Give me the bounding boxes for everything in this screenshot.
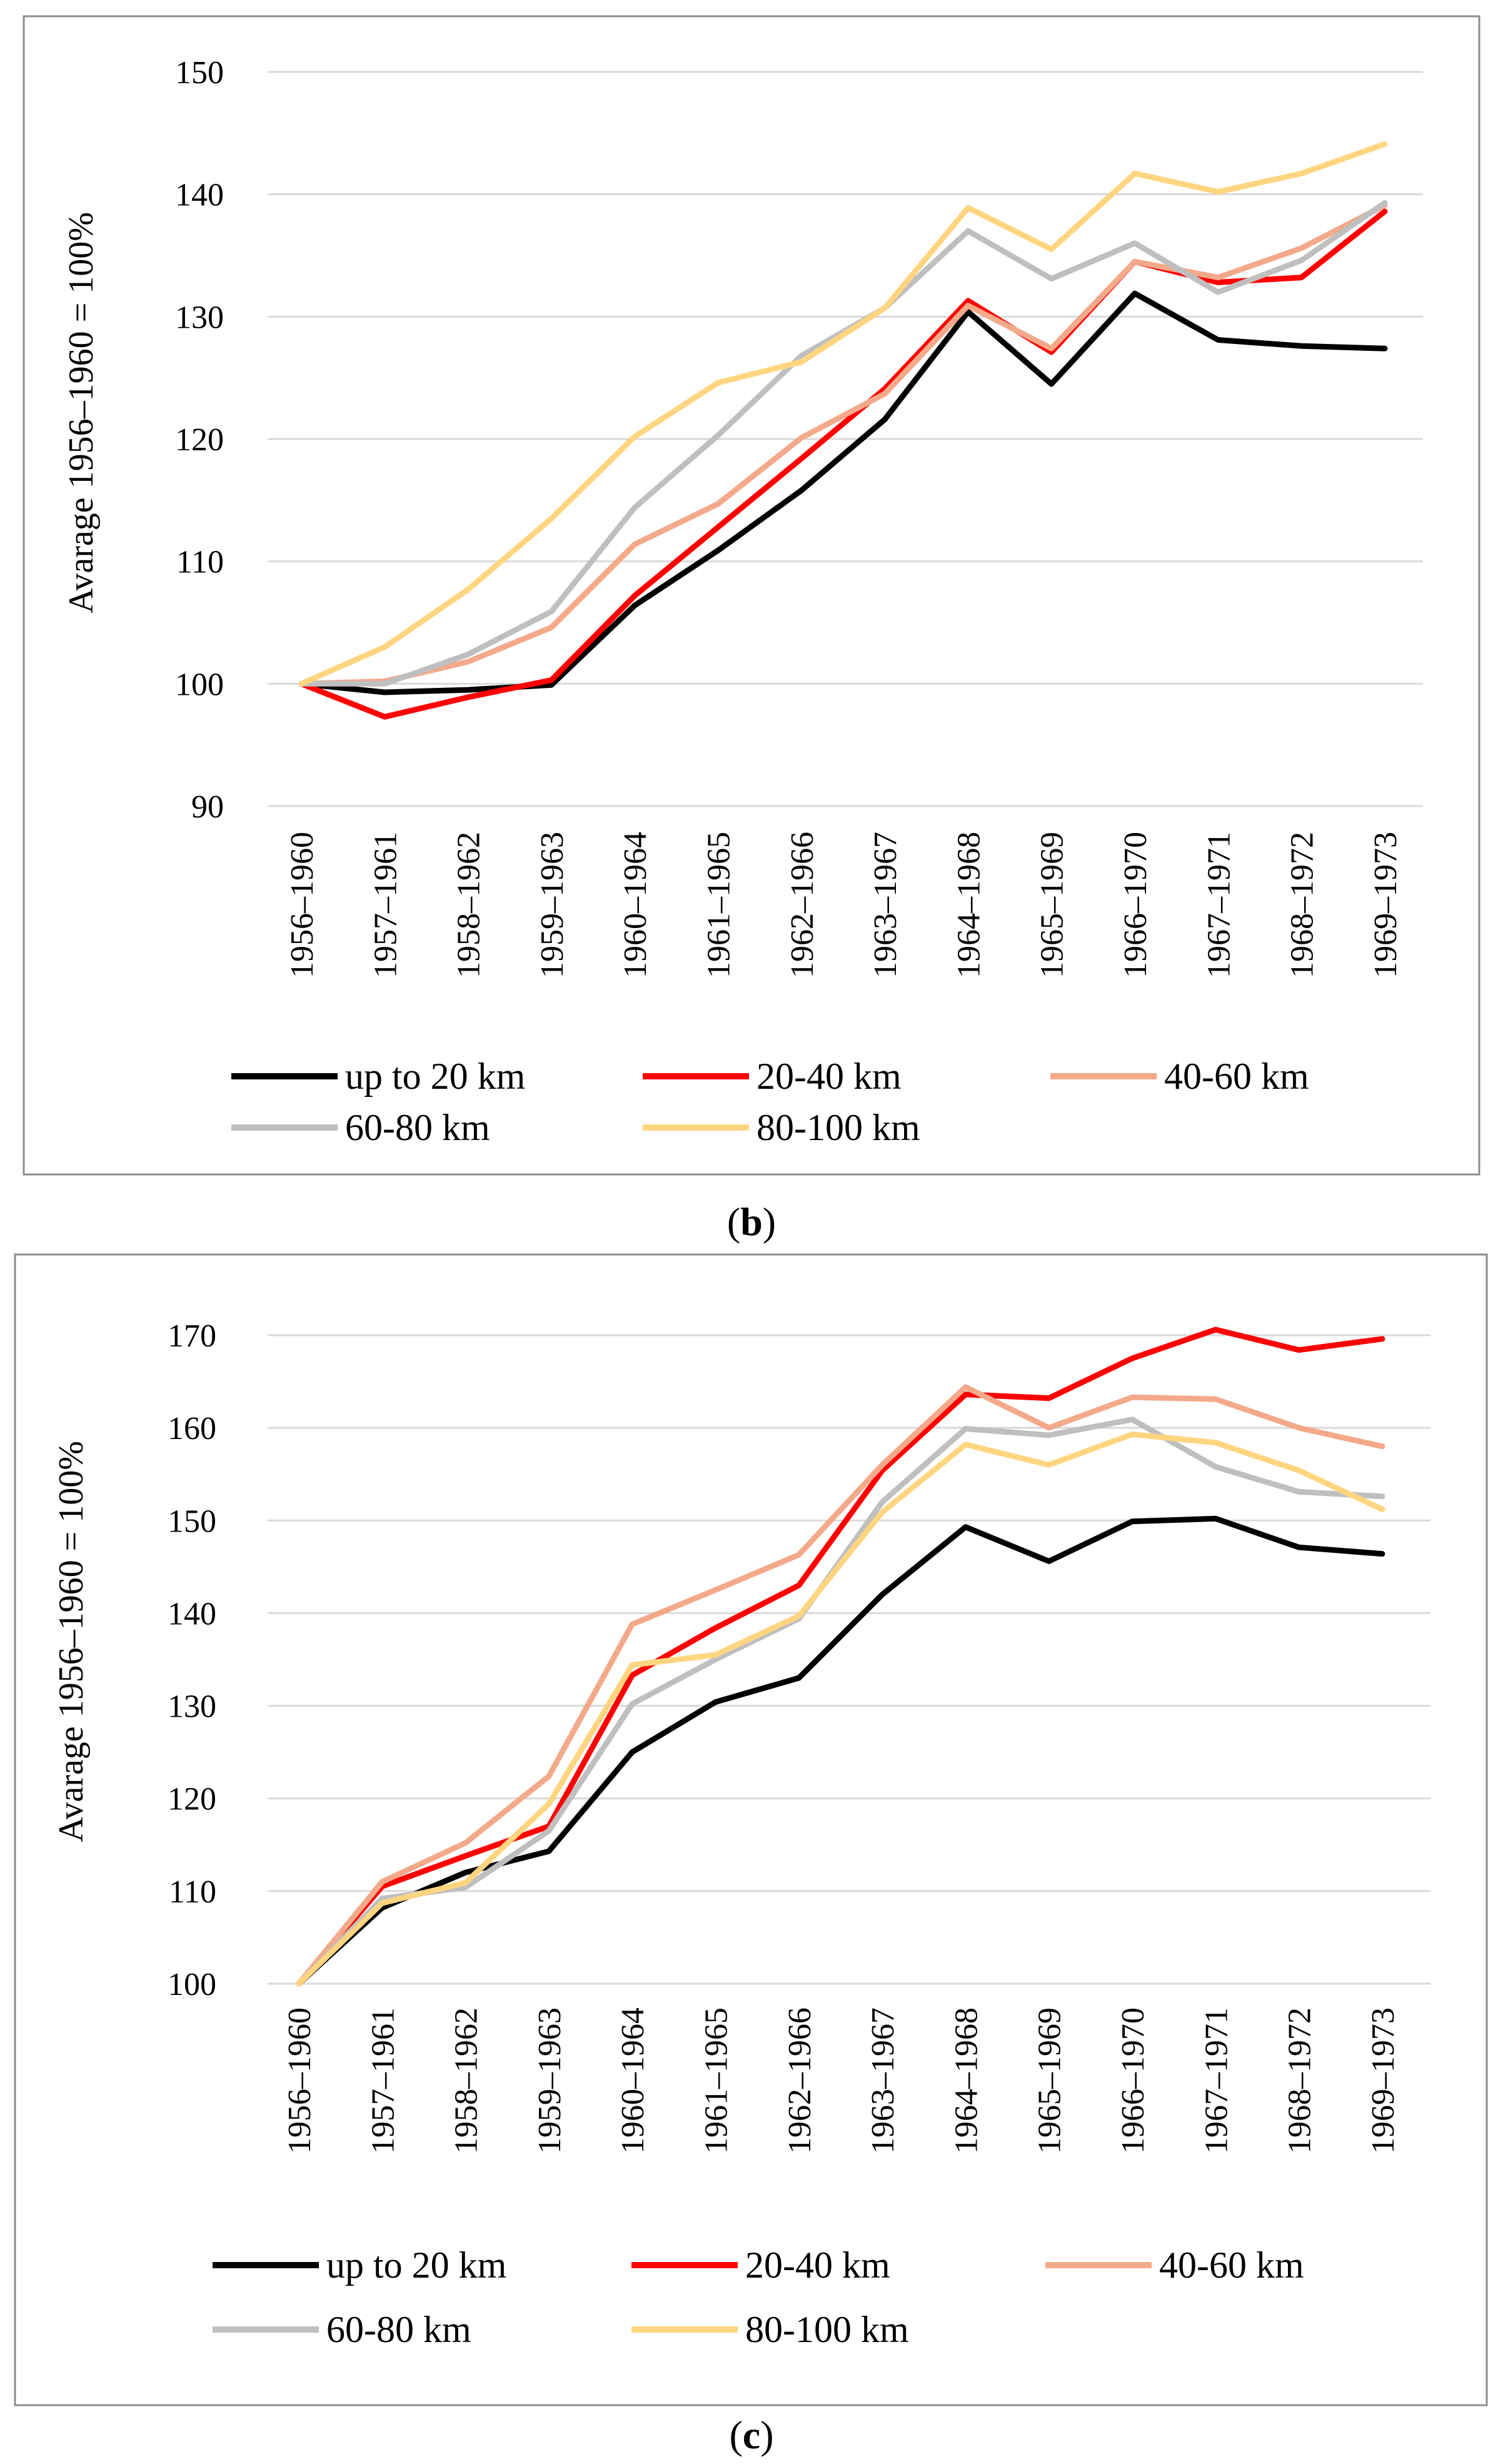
chart-c-legend-entry: 20-40 km: [631, 2244, 890, 2286]
chart-b-y-tick-labels: 90 100 110 120 130 140 150: [175, 55, 224, 825]
chart-b-y-tick-label: 120: [175, 422, 224, 458]
chart-b-legend: up to 20 km 20-40 km 40-60 km 60-80 km 80-10…: [231, 1056, 1309, 1148]
chart-b-legend-entry: up to 20 km: [231, 1056, 525, 1097]
chart-c-legend-entry: up to 20 km: [213, 2244, 506, 2286]
chart-c-x-tick-label: 1957–1961: [365, 2007, 401, 2154]
chart-b-x-tick-label: 1964–1968: [951, 832, 987, 978]
chart-c-y-axis-label: Avarage 1956–1960 = 100%: [52, 1441, 91, 1842]
chart-c-x-tick-label: 1958–1962: [449, 2007, 485, 2154]
chart-c-x-tick-label: 1956–1960: [282, 2007, 318, 2154]
chart-b-x-tick-label: 1959–1963: [535, 832, 570, 978]
chart-c-series-line-3: [296, 1384, 1385, 1987]
chart-c-x-tick-label: 1959–1963: [532, 2007, 568, 2154]
chart-c-x-tick-label: 1964–1968: [948, 2007, 984, 2154]
chart-b-x-tick-label: 1962–1966: [785, 832, 820, 978]
chart-c-x-tick-label: 1967–1971: [1199, 2007, 1234, 2154]
chart-b-legend-entry: 20-40 km: [643, 1056, 902, 1097]
chart-b-y-axis-label: Avarage 1956–1960 = 100%: [62, 212, 101, 613]
chart-c-y-tick-label: 130: [168, 1689, 216, 1725]
chart-b-legend-label: 40-60 km: [1164, 1056, 1309, 1097]
chart-b-series-line-2: [298, 208, 1388, 720]
chart-b-x-tick-label: 1957–1961: [368, 832, 403, 978]
chart-c-caption-letter: c: [743, 2413, 760, 2457]
chart-c-legend-label: up to 20 km: [326, 2244, 506, 2286]
chart-c-legend-entry: 40-60 km: [1045, 2244, 1304, 2286]
chart-b-legend-label: 60-80 km: [345, 1107, 490, 1148]
chart-b-y-tick-label: 150: [175, 55, 224, 91]
chart-b-x-tick-label: 1967–1971: [1201, 832, 1237, 978]
chart-b-x-tick-label: 1968–1972: [1285, 832, 1320, 978]
chart-c-y-tick-label: 140: [168, 1596, 216, 1632]
chart-c-series: [296, 1326, 1385, 1987]
chart-b-series-line-3: [298, 202, 1388, 687]
chart-b-x-tick-label: 1956–1960: [284, 832, 320, 978]
chart-b-x-tick-labels: 1956–1960 1957–1961 1958–1962 1959–1963 1960…: [284, 832, 1404, 978]
chart-c-y-tick-label: 120: [168, 1782, 216, 1817]
chart-c-x-tick-label: 1966–1970: [1115, 2007, 1151, 2154]
chart-b-y-tick-label: 110: [176, 545, 224, 580]
chart-c-series-line-5: [296, 1431, 1385, 1987]
chart-c-y-tick-label: 170: [168, 1318, 216, 1354]
chart-c-legend-entry: 60-80 km: [213, 2309, 471, 2350]
chart-b-caption-letter: b: [740, 1199, 763, 1244]
chart-b-legend-entry: 60-80 km: [231, 1107, 490, 1148]
chart-c-x-tick-label: 1965–1969: [1032, 2007, 1068, 2154]
chart-b-x-tick-label: 1966–1970: [1118, 832, 1154, 978]
chart-c-legend: up to 20 km 20-40 km 40-60 km 60-80 km 80-10…: [213, 2244, 1304, 2350]
chart-c-y-tick-label: 110: [169, 1874, 216, 1910]
chart-b-series-line-5: [298, 141, 1388, 687]
chart-b-x-tick-label: 1960–1964: [618, 832, 653, 978]
chart-c-y-tick-label: 100: [168, 1967, 216, 2002]
chart-b-frame: [23, 15, 1480, 1176]
chart-b-x-tick-label: 1969–1973: [1368, 832, 1404, 978]
chart-b-legend-label: up to 20 km: [345, 1056, 525, 1097]
chart-c-gridlines: [268, 1334, 1430, 1985]
chart-c-x-tick-label: 1962–1966: [782, 2007, 818, 2154]
chart-b-x-tick-label: 1965–1969: [1035, 832, 1070, 978]
chart-b-x-tick-label: 1961–1965: [701, 832, 737, 978]
chart-c-caption: (c): [729, 2413, 773, 2457]
chart-b-legend-label: 20-40 km: [757, 1056, 902, 1097]
chart-c-legend-entry: 80-100 km: [631, 2309, 909, 2350]
chart-c-frame: [14, 1253, 1488, 2406]
chart-c-legend-label: 80-100 km: [745, 2309, 909, 2350]
chart-c-x-tick-label: 1969–1973: [1365, 2007, 1401, 2154]
chart-b-y-tick-label: 130: [175, 300, 224, 335]
chart-b-gridlines: [268, 71, 1423, 807]
chart-c-legend-label: 60-80 km: [326, 2309, 471, 2350]
chart-b-caption: (b): [727, 1199, 776, 1244]
chart-c-y-tick-label: 150: [168, 1503, 216, 1539]
chart-b-y-tick-label: 90: [191, 789, 224, 825]
chart-c-x-tick-label: 1963–1967: [865, 2007, 901, 2154]
chart-b-y-tick-label: 100: [175, 667, 224, 702]
chart-c-y-tick-label: 160: [168, 1411, 216, 1447]
chart-b-x-tick-label: 1963–1967: [868, 832, 903, 978]
chart-b-legend-label: 80-100 km: [757, 1107, 920, 1148]
chart-c-x-tick-label: 1960–1964: [615, 2007, 651, 2154]
chart-b-series: [298, 141, 1388, 720]
chart-b-legend-entry: 40-60 km: [1050, 1056, 1309, 1097]
chart-c-series-line-2: [296, 1326, 1385, 1987]
chart-b-y-tick-label: 140: [175, 178, 224, 213]
chart-b-series-line-1: [298, 290, 1388, 695]
chart-c-y-tick-labels: 100 110 120 130 140 150 160 170: [168, 1318, 216, 2002]
chart-b-x-tick-label: 1958–1962: [451, 832, 487, 978]
chart-c-x-tick-label: 1968–1972: [1282, 2007, 1318, 2154]
chart-c-legend-label: 20-40 km: [745, 2244, 890, 2286]
chart-c-x-tick-label: 1961–1965: [699, 2007, 735, 2154]
chart-c-legend-label: 40-60 km: [1159, 2244, 1304, 2286]
chart-b-legend-entry: 80-100 km: [643, 1107, 920, 1148]
chart-c-x-tick-labels: 1956–1960 1957–1961 1958–1962 1959–1963 1960…: [282, 2007, 1401, 2154]
